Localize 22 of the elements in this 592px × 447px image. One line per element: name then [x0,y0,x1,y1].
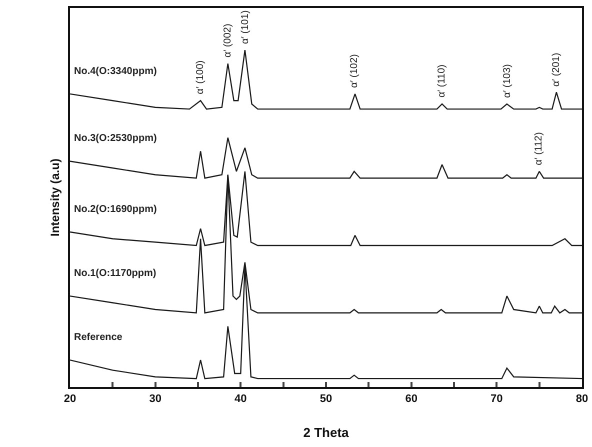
series-label: Reference [74,332,123,343]
annotation: α′ (112) [533,132,544,166]
annotation: α′ (101) [240,10,251,44]
series-label: No.2(O:1690ppm) [74,204,157,215]
y-axis-title: Intensity (a.u) [48,158,62,237]
x-tick-label: 50 [320,393,332,406]
x-tick-label: 20 [64,393,76,406]
x-tick-label: 70 [490,393,503,406]
annotation: α′ (002) [222,24,234,58]
series-label: No.3(O:2530ppm) [74,133,157,144]
x-tick-label: 30 [149,393,162,406]
x-axis-title: 2 Theta [303,425,350,440]
series-label: No.1(O:1170ppm) [74,268,156,279]
annotation: α′ (103) [502,64,513,98]
x-tick-label: 40 [234,393,247,406]
x-tick-label: 80 [576,393,588,406]
annotation: α′ (201) [551,52,562,87]
series-label: No.4(O:3340ppm) [74,66,157,77]
annotation: α′ (100) [194,60,206,94]
annotation: α′ (110) [436,64,448,98]
annotation: α′ (102) [349,54,360,88]
x-tick-label: 60 [405,393,418,406]
